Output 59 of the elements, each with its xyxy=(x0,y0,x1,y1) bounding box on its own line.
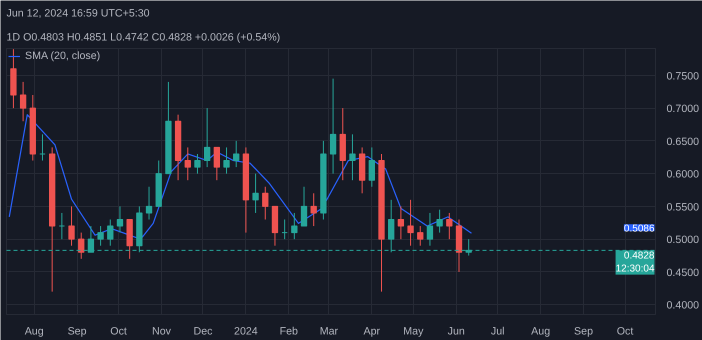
candlestick xyxy=(233,140,240,168)
candlestick xyxy=(417,226,424,246)
x-tick-label: Sep xyxy=(574,326,594,338)
x-tick-label: Aug xyxy=(531,326,550,338)
candlestick xyxy=(262,186,268,220)
candlestick xyxy=(281,219,288,240)
line-series xyxy=(8,114,472,240)
y-tick-label: 0.4500 xyxy=(666,266,700,279)
candlestick xyxy=(252,173,259,214)
y-tick-label: 0.6000 xyxy=(666,168,700,181)
x-tick-label: Feb xyxy=(280,326,298,338)
candlestick xyxy=(398,206,404,240)
y-tick-label: 0.7500 xyxy=(666,70,700,82)
x-tick-label: Mar xyxy=(320,326,339,338)
chart-title: Jun 12, 2024 16:59 UTC+5:30 xyxy=(6,8,150,20)
x-tick-label: Jul xyxy=(490,326,505,338)
y-tick-label: 0.5000 xyxy=(666,234,700,246)
candlestick xyxy=(330,78,336,174)
candlestick xyxy=(426,212,434,246)
candlestick xyxy=(223,146,230,174)
x-tick-label: Dec xyxy=(194,326,214,338)
x-tick-label: 2024 xyxy=(234,326,258,338)
x-tick-label: Nov xyxy=(152,326,172,338)
candlestick xyxy=(107,219,114,246)
candlestick xyxy=(214,146,220,181)
ref-line-label: 0.4828 12:30:04 xyxy=(616,250,655,275)
x-tick-label: May xyxy=(403,326,424,338)
candlestick xyxy=(20,81,26,122)
candlestick xyxy=(368,146,375,188)
candlestick xyxy=(194,153,201,174)
x-tick-label: Sep xyxy=(68,326,87,338)
x-tick-label: Apr xyxy=(364,326,381,338)
x-tick-label: Jun xyxy=(448,326,465,338)
candlestick xyxy=(349,134,356,181)
x-tick-label: Aug xyxy=(24,326,44,338)
y-tick-label: 0.5500 xyxy=(666,201,700,214)
candlestick xyxy=(39,134,46,162)
legend-label: SMA (20, close) xyxy=(25,50,100,62)
y-tick-label: 0.4000 xyxy=(666,300,700,312)
chart-subtitle: 1D O0.4803 H0.4851 L0.4742 C0.4828 +0.0026 (+0.54%) xyxy=(6,32,280,44)
candlestick xyxy=(184,146,191,181)
candlestick xyxy=(291,212,298,240)
candlestick xyxy=(310,192,317,227)
candlestick xyxy=(146,186,152,220)
candlestick xyxy=(68,206,75,246)
y-tick-label: 0.7000 xyxy=(666,103,700,116)
y-tick-label: 0.6500 xyxy=(666,136,700,148)
candlestick xyxy=(97,226,104,246)
candlestick xyxy=(407,199,414,246)
candlestick xyxy=(204,108,210,168)
candlestick xyxy=(58,212,66,240)
candlestick xyxy=(446,212,452,240)
candlestick xyxy=(300,186,308,227)
candlestick xyxy=(116,206,124,234)
candlestick xyxy=(436,209,443,234)
x-tick-label: Oct xyxy=(110,326,127,338)
candlestick xyxy=(78,232,84,260)
x-tick-label: Oct xyxy=(616,326,634,338)
annotation: 0.5086 xyxy=(624,223,655,234)
